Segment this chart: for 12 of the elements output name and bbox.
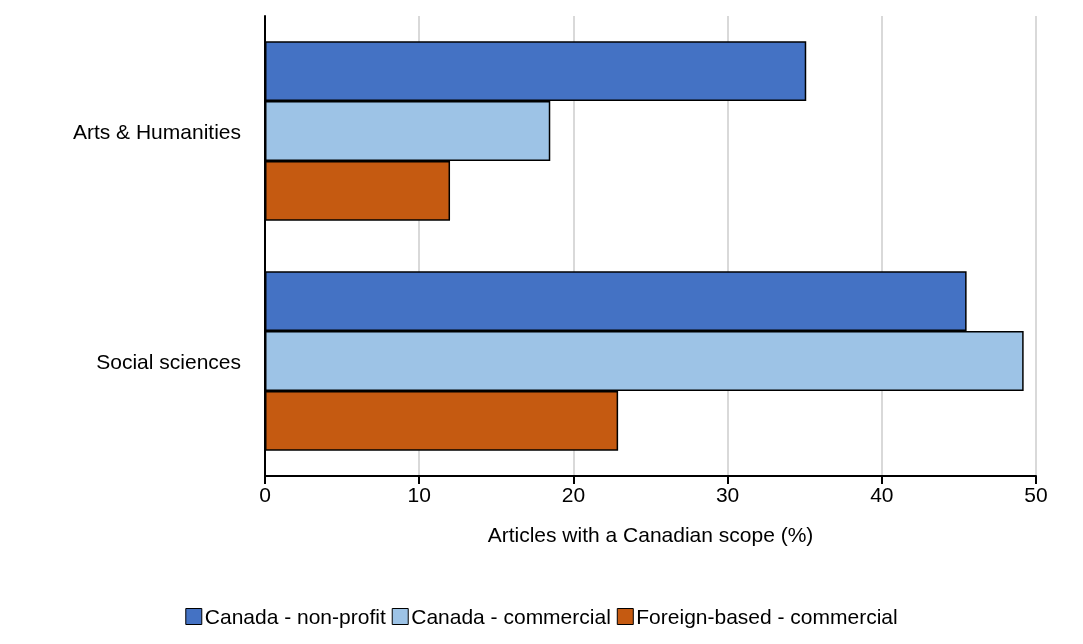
x-tick-label: 20 (561, 483, 586, 506)
x-axis-title: Articles with a Canadian scope (%) (487, 523, 814, 546)
legend-label: Foreign-based - commercial (636, 605, 898, 628)
x-tick-label: 0 (259, 483, 271, 506)
x-tick-label: 50 (1024, 483, 1048, 506)
legend-label: Canada - commercial (411, 605, 611, 628)
y-tick-label: Arts & Humanities (72, 119, 241, 143)
x-tick-label: 10 (407, 483, 431, 506)
x-tick-label: 30 (715, 483, 740, 506)
legend-label: Canada - non-profit (204, 605, 386, 628)
x-tick-label: 40 (870, 483, 894, 506)
y-tick-label: Social sciences (96, 349, 241, 373)
